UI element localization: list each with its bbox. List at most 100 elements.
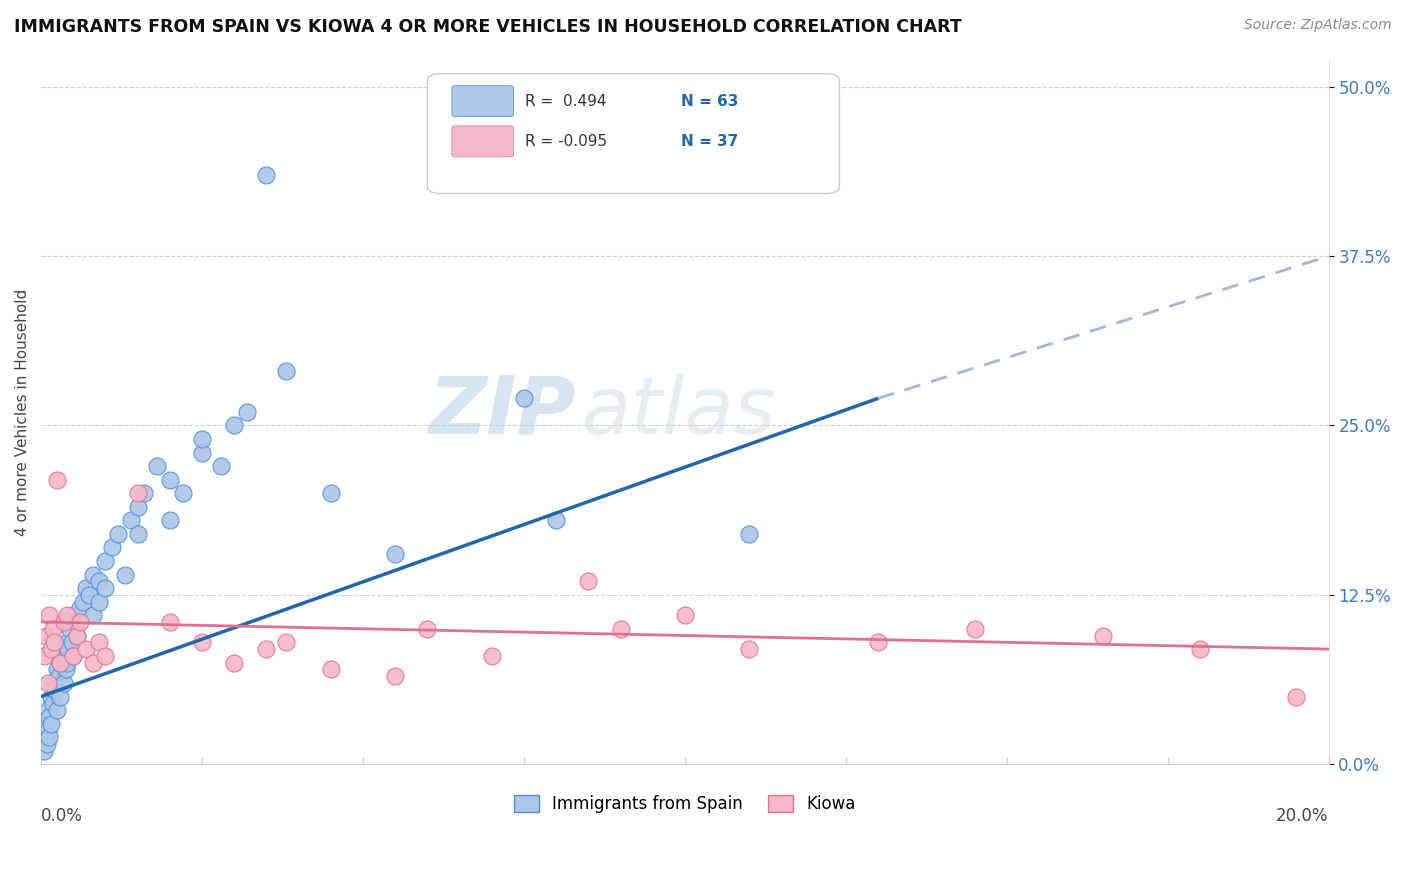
Point [49,656,72,670]
Point [52,648,75,663]
Point [62,608,84,623]
Point [191,635,214,649]
Point [65,628,87,642]
Text: ZIP: ZIP [427,373,575,451]
Point [82,656,104,670]
Point [146,459,169,474]
Point [42,635,65,649]
Point [42,676,65,690]
Point [48,669,70,683]
Point [46,703,69,717]
Text: IMMIGRANTS FROM SPAIN VS KIOWA 4 OR MORE VEHICLES IN HOUSEHOLD CORRELATION CHART: IMMIGRANTS FROM SPAIN VS KIOWA 4 OR MORE… [14,18,962,36]
Point [72,594,94,608]
Point [159,473,181,487]
Point [49,690,72,704]
Point [384,547,406,561]
Point [35,716,58,731]
Point [39,716,62,731]
Point [224,656,246,670]
Point [274,635,297,649]
Point [65,628,87,642]
Point [75,642,97,657]
Point [37,676,59,690]
Point [35,628,58,642]
Point [101,541,124,555]
Point [127,486,149,500]
Text: 20.0%: 20.0% [1277,806,1329,824]
Point [87,635,110,649]
Point [1285,690,1308,704]
Point [481,648,503,663]
Y-axis label: 4 or more Vehicles in Household: 4 or more Vehicles in Household [15,288,30,535]
Point [120,513,142,527]
Point [114,567,136,582]
Point [69,601,91,615]
Point [39,642,62,657]
Point [384,669,406,683]
Text: 0.0%: 0.0% [41,806,83,824]
Point [49,656,72,670]
Text: R =  0.494: R = 0.494 [526,94,607,109]
Point [46,662,69,676]
Point [56,656,79,670]
Point [209,459,232,474]
Point [94,581,117,595]
Point [254,168,277,182]
Point [35,737,58,751]
Point [79,588,101,602]
Point [546,513,568,527]
Point [513,392,536,406]
Text: Source: ZipAtlas.com: Source: ZipAtlas.com [1244,18,1392,32]
Point [673,608,696,623]
Point [319,486,342,500]
Point [75,581,97,595]
Point [65,615,87,629]
Point [41,696,63,710]
Point [38,710,60,724]
Point [159,615,181,629]
Point [87,594,110,608]
Point [39,690,62,704]
Point [738,527,761,541]
Point [38,608,60,623]
Point [82,567,104,582]
Point [56,642,79,657]
Point [738,642,761,657]
Point [1092,628,1115,642]
FancyBboxPatch shape [451,126,513,157]
Point [191,445,214,459]
Text: R = -0.095: R = -0.095 [526,134,607,149]
Point [236,405,259,419]
Point [94,648,117,663]
Point [46,473,69,487]
Text: N = 63: N = 63 [681,94,738,109]
Point [52,615,75,629]
FancyBboxPatch shape [451,86,513,117]
Point [866,635,889,649]
Point [87,574,110,589]
Point [172,486,194,500]
Point [159,513,181,527]
Point [127,500,149,514]
Point [59,622,82,636]
Point [254,642,277,657]
Point [37,703,59,717]
FancyBboxPatch shape [427,74,839,194]
Point [609,622,631,636]
Point [62,648,84,663]
Point [55,662,77,676]
Point [224,418,246,433]
Point [60,635,83,649]
Point [44,682,66,697]
Point [69,615,91,629]
Point [52,676,75,690]
Point [416,622,439,636]
Point [132,486,155,500]
Point [94,554,117,568]
Point [107,527,129,541]
Text: N = 37: N = 37 [681,134,738,149]
Point [38,730,60,744]
Point [1188,642,1211,657]
Point [41,622,63,636]
Point [274,364,297,378]
